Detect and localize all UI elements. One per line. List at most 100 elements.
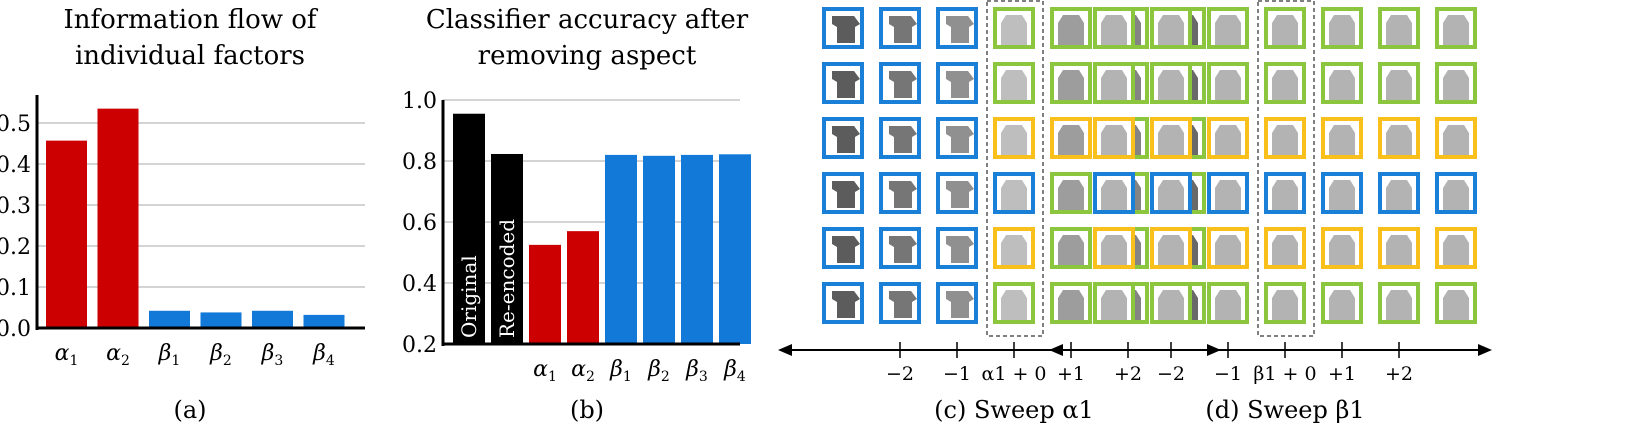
dashed-highlight (1257, 0, 1315, 337)
garment-image (1158, 290, 1184, 320)
garment-image (1158, 125, 1184, 155)
y-tick-label: 0.6 (402, 211, 437, 236)
garment-image (1058, 70, 1084, 100)
garment-image (1058, 235, 1084, 265)
x-tick-label: β2 (647, 357, 670, 385)
garment-image (1215, 180, 1241, 210)
sweep-tick-label: β1 + 0 (1253, 363, 1316, 385)
x-tick-label: β4 (312, 341, 335, 369)
garment-image (1386, 235, 1412, 265)
garment-image (1272, 15, 1298, 45)
garment-image (1329, 15, 1355, 45)
garment-image (1001, 70, 1027, 100)
garment-image (889, 291, 917, 318)
garment-image (946, 236, 974, 263)
sweep-tick-label: −2 (886, 363, 914, 385)
garment-image (1329, 125, 1355, 155)
garment-image (1386, 290, 1412, 320)
garment-image (946, 181, 974, 208)
garment-image (946, 126, 974, 153)
x-tick-label: β3 (261, 341, 284, 369)
bar (252, 310, 293, 328)
garment-image (1443, 125, 1469, 155)
sweep-tick-label: −1 (1214, 363, 1242, 385)
x-tick-label: β1 (158, 341, 181, 369)
garment-image (832, 181, 860, 208)
y-tick-label: 0.5 (0, 112, 31, 137)
bar (453, 113, 485, 344)
garment-image (889, 181, 917, 208)
y-tick-label: 0.1 (0, 276, 31, 301)
garment-image (1443, 180, 1469, 210)
y-tick-label: 0.4 (0, 153, 31, 178)
x-tick-label: β4 (723, 357, 746, 385)
y-tick-label: 0.8 (402, 150, 437, 175)
garment-image (1443, 290, 1469, 320)
sweep-tick-label: +1 (1057, 363, 1085, 385)
garment-image (1001, 15, 1027, 45)
garment-image (1101, 180, 1127, 210)
garment-image (1101, 70, 1127, 100)
garment-image (1329, 290, 1355, 320)
garment-image (1001, 180, 1027, 210)
garment-image (946, 71, 974, 98)
bar-label: Original (457, 255, 481, 338)
x-tick-label: α1 (533, 357, 557, 385)
garment-image (946, 16, 974, 43)
sweep-tick-label: +1 (1328, 363, 1356, 385)
arrow-right-icon (1478, 344, 1492, 356)
garment-image (1272, 235, 1298, 265)
garment-image (832, 126, 860, 153)
garment-image (832, 291, 860, 318)
garment-image (832, 16, 860, 43)
x-tick-label: α2 (571, 357, 595, 385)
garment-image (1058, 125, 1084, 155)
garment-image (1215, 15, 1241, 45)
sweep-tick-label: −1 (943, 363, 971, 385)
sweep-tick-label: −2 (1157, 363, 1185, 385)
bar (200, 312, 242, 328)
bar (719, 154, 751, 344)
garment-image (946, 291, 974, 318)
garment-image (1101, 15, 1127, 45)
garment-image (1272, 125, 1298, 155)
garment-image (1058, 180, 1084, 210)
garment-image (1101, 290, 1127, 320)
garment-image (889, 71, 917, 98)
garment-image (1443, 70, 1469, 100)
garment-image (1215, 125, 1241, 155)
chart-title: Information flow of (63, 5, 318, 35)
y-tick-label: 1.0 (402, 89, 437, 114)
garment-image (889, 16, 917, 43)
y-tick-label: 0.3 (0, 194, 31, 219)
sweep-tick-label: α1 + 0 (981, 363, 1046, 385)
bar (567, 231, 599, 344)
y-tick-label: 0.2 (0, 235, 31, 260)
bar (529, 244, 561, 344)
chart-title: Classifier accuracy after (426, 5, 749, 35)
caption: (d) Sweep β1 (1205, 396, 1364, 424)
image-frame (879, 227, 921, 269)
garment-image (1329, 180, 1355, 210)
caption: (a) (173, 396, 206, 424)
garment-image (1272, 290, 1298, 320)
chart-title: individual factors (75, 41, 305, 71)
garment-image (832, 71, 860, 98)
garment-image (1215, 290, 1241, 320)
x-tick-label: β2 (209, 341, 232, 369)
garment-image (1158, 180, 1184, 210)
garment-image (1215, 70, 1241, 100)
garment-image (1386, 180, 1412, 210)
chart-title: removing aspect (478, 41, 697, 71)
y-tick-label: 0.4 (402, 272, 437, 297)
dashed-highlight (986, 0, 1044, 337)
x-tick-label: α1 (55, 341, 79, 369)
x-tick-label: β1 (609, 357, 632, 385)
garment-image (1272, 70, 1298, 100)
bar (303, 314, 345, 328)
garment-image (1001, 290, 1027, 320)
y-tick-label: 0.2 (402, 333, 437, 358)
bar (46, 140, 87, 328)
